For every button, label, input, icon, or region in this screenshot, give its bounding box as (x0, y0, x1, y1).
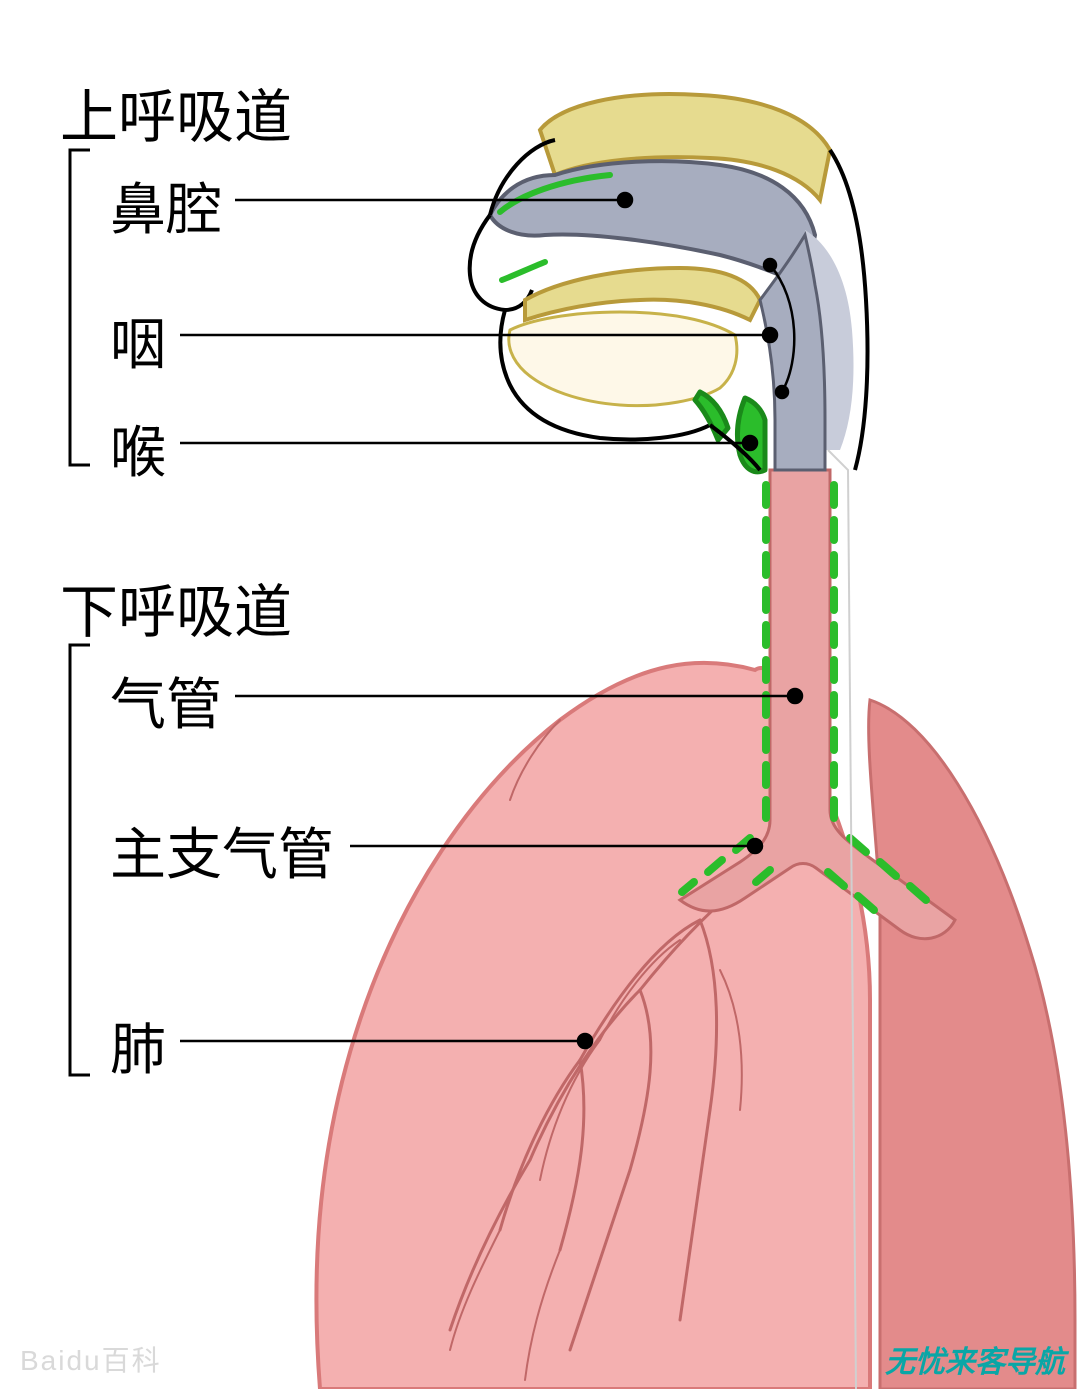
section-title-upper: 上呼吸道 (60, 70, 292, 154)
watermark-right: 无忧来客导航 (885, 1337, 1065, 1381)
bracket-upper (70, 150, 90, 465)
label-larynx: 喉 (110, 408, 166, 489)
bracket-lower (70, 645, 90, 1075)
label-bronchus: 主支气管 (110, 810, 334, 891)
watermark-left: Baidu百科 (20, 1339, 162, 1379)
label-lung: 肺 (110, 1005, 166, 1086)
label-nasal: 鼻腔 (110, 165, 222, 246)
label-pharynx: 咽 (110, 300, 166, 381)
lung-right-back (869, 700, 1075, 1389)
label-trachea: 气管 (110, 660, 222, 741)
section-title-lower: 下呼吸道 (60, 565, 292, 649)
